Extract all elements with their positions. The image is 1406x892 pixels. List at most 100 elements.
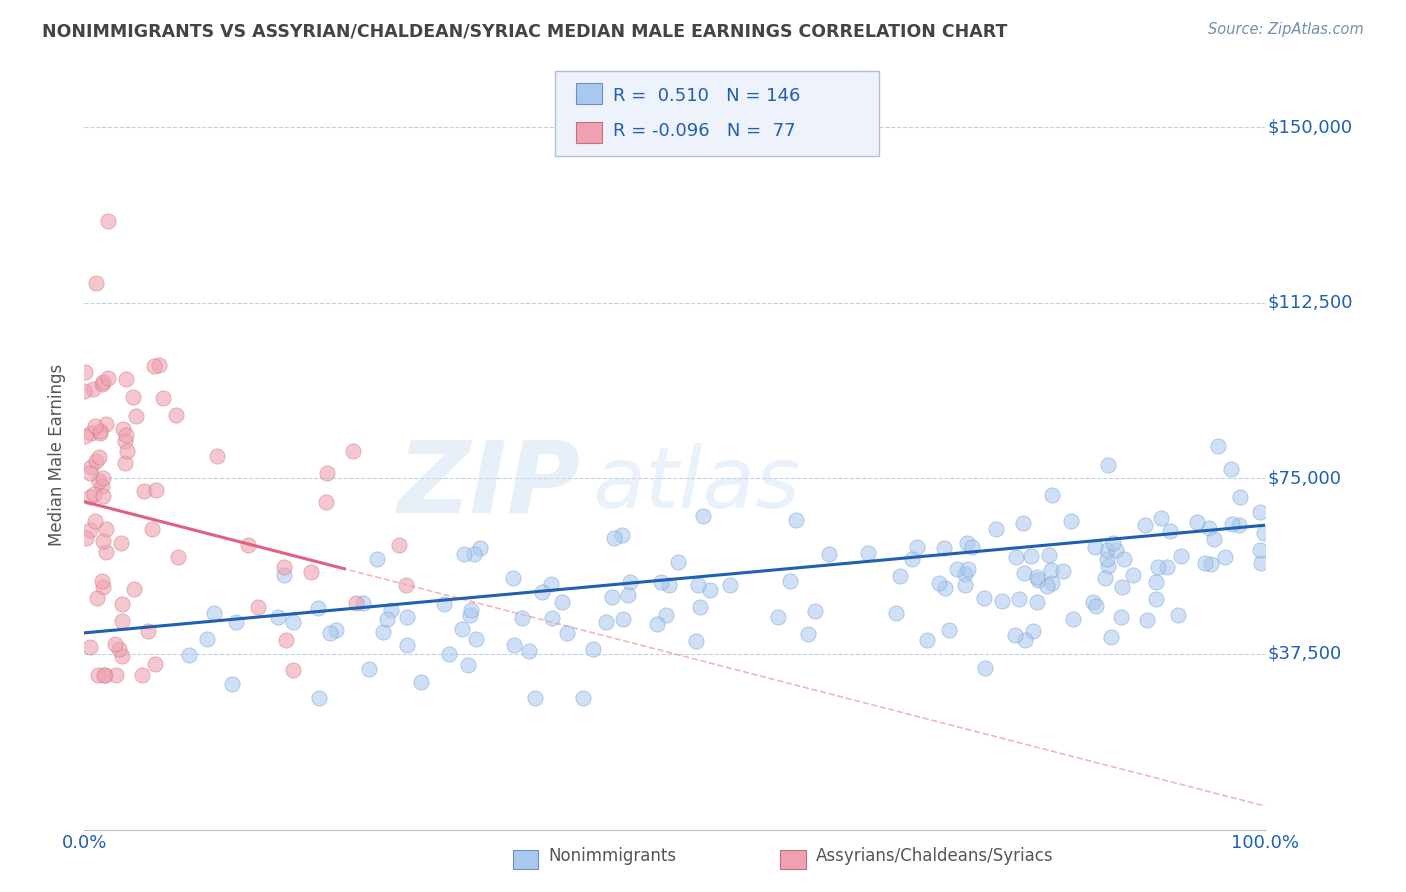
Point (111, 597, 134, 611)
Point (1012, 566, 1035, 580)
Point (928, 576, 950, 591)
Point (1039, 563, 1062, 577)
Point (122, 390, 145, 404)
Text: R = -0.096   N =  77: R = -0.096 N = 77 (613, 122, 796, 140)
Point (991, 594, 1014, 608)
Point (73, 384, 96, 398)
Point (645, 617, 668, 632)
Point (1062, 612, 1084, 626)
Point (973, 661, 995, 675)
Point (114, 427, 136, 442)
Point (93, 668, 115, 682)
Point (342, 443, 364, 458)
Point (986, 522, 1008, 536)
Point (1026, 573, 1049, 587)
Point (114, 456, 136, 470)
Point (692, 509, 714, 524)
Point (650, 575, 672, 590)
Point (115, 443, 138, 458)
Point (1099, 630, 1122, 644)
Text: ZIP: ZIP (398, 436, 581, 533)
Point (884, 607, 907, 621)
Point (540, 577, 562, 591)
Point (125, 409, 148, 423)
Point (555, 625, 578, 640)
Point (973, 591, 995, 606)
Point (766, 610, 789, 624)
Point (276, 633, 298, 648)
Point (238, 538, 260, 552)
Point (1095, 542, 1118, 557)
Point (91, 471, 114, 485)
Point (1144, 575, 1167, 590)
Text: atlas: atlas (592, 443, 800, 526)
Point (281, 615, 304, 629)
Point (955, 567, 977, 582)
Point (1094, 571, 1116, 585)
Point (308, 691, 330, 706)
Point (84, 419, 107, 434)
Point (1170, 549, 1192, 563)
Point (1159, 524, 1181, 538)
Point (901, 552, 924, 566)
Point (617, 588, 640, 602)
Point (934, 581, 956, 595)
Point (96, 417, 118, 432)
Point (1012, 516, 1035, 531)
Point (804, 604, 827, 618)
Point (460, 603, 482, 617)
Text: Assyrians/Chaldeans/Syriacs: Assyrians/Chaldeans/Syriacs (815, 847, 1053, 865)
Point (1004, 628, 1026, 642)
Point (89, 425, 111, 440)
Point (934, 541, 956, 555)
Point (889, 569, 911, 583)
Point (1052, 564, 1074, 578)
Point (91, 375, 114, 389)
Point (517, 643, 540, 657)
Point (457, 657, 479, 672)
Point (143, 657, 166, 672)
Point (1144, 591, 1167, 606)
Point (93, 533, 115, 548)
Point (141, 522, 163, 536)
Point (858, 546, 880, 560)
Point (1025, 569, 1047, 583)
Text: $75,000: $75,000 (1268, 469, 1341, 487)
Point (699, 582, 721, 597)
Point (395, 578, 418, 592)
Point (1202, 532, 1225, 546)
Point (94, 522, 117, 536)
Point (1111, 581, 1133, 595)
Point (395, 639, 418, 653)
Point (207, 449, 229, 463)
Point (108, 642, 131, 657)
Point (957, 562, 980, 576)
Point (111, 648, 134, 663)
Point (104, 636, 127, 650)
Point (299, 565, 322, 579)
Point (1167, 607, 1189, 622)
Point (83, 487, 105, 501)
Text: NONIMMIGRANTS VS ASSYRIAN/CHALDEAN/SYRIAC MEDIAN MALE EARNINGS CORRELATION CHART: NONIMMIGRANTS VS ASSYRIAN/CHALDEAN/SYRIA… (42, 22, 1008, 40)
Point (502, 571, 524, 585)
Point (165, 409, 187, 423)
Point (718, 578, 741, 592)
Point (1206, 439, 1229, 453)
Text: Nonimmigrants: Nonimmigrants (548, 847, 676, 865)
Point (247, 600, 270, 615)
Point (1084, 599, 1107, 614)
Point (97, 371, 120, 385)
Point (1198, 521, 1220, 535)
Point (655, 608, 678, 623)
Point (179, 648, 201, 662)
Point (79, 466, 101, 480)
Point (344, 597, 367, 611)
Point (551, 595, 574, 609)
Point (91, 478, 114, 492)
Point (666, 555, 689, 569)
Point (1229, 490, 1251, 504)
Point (956, 536, 979, 550)
Point (1112, 552, 1135, 566)
Point (1008, 592, 1031, 607)
Point (450, 622, 472, 636)
